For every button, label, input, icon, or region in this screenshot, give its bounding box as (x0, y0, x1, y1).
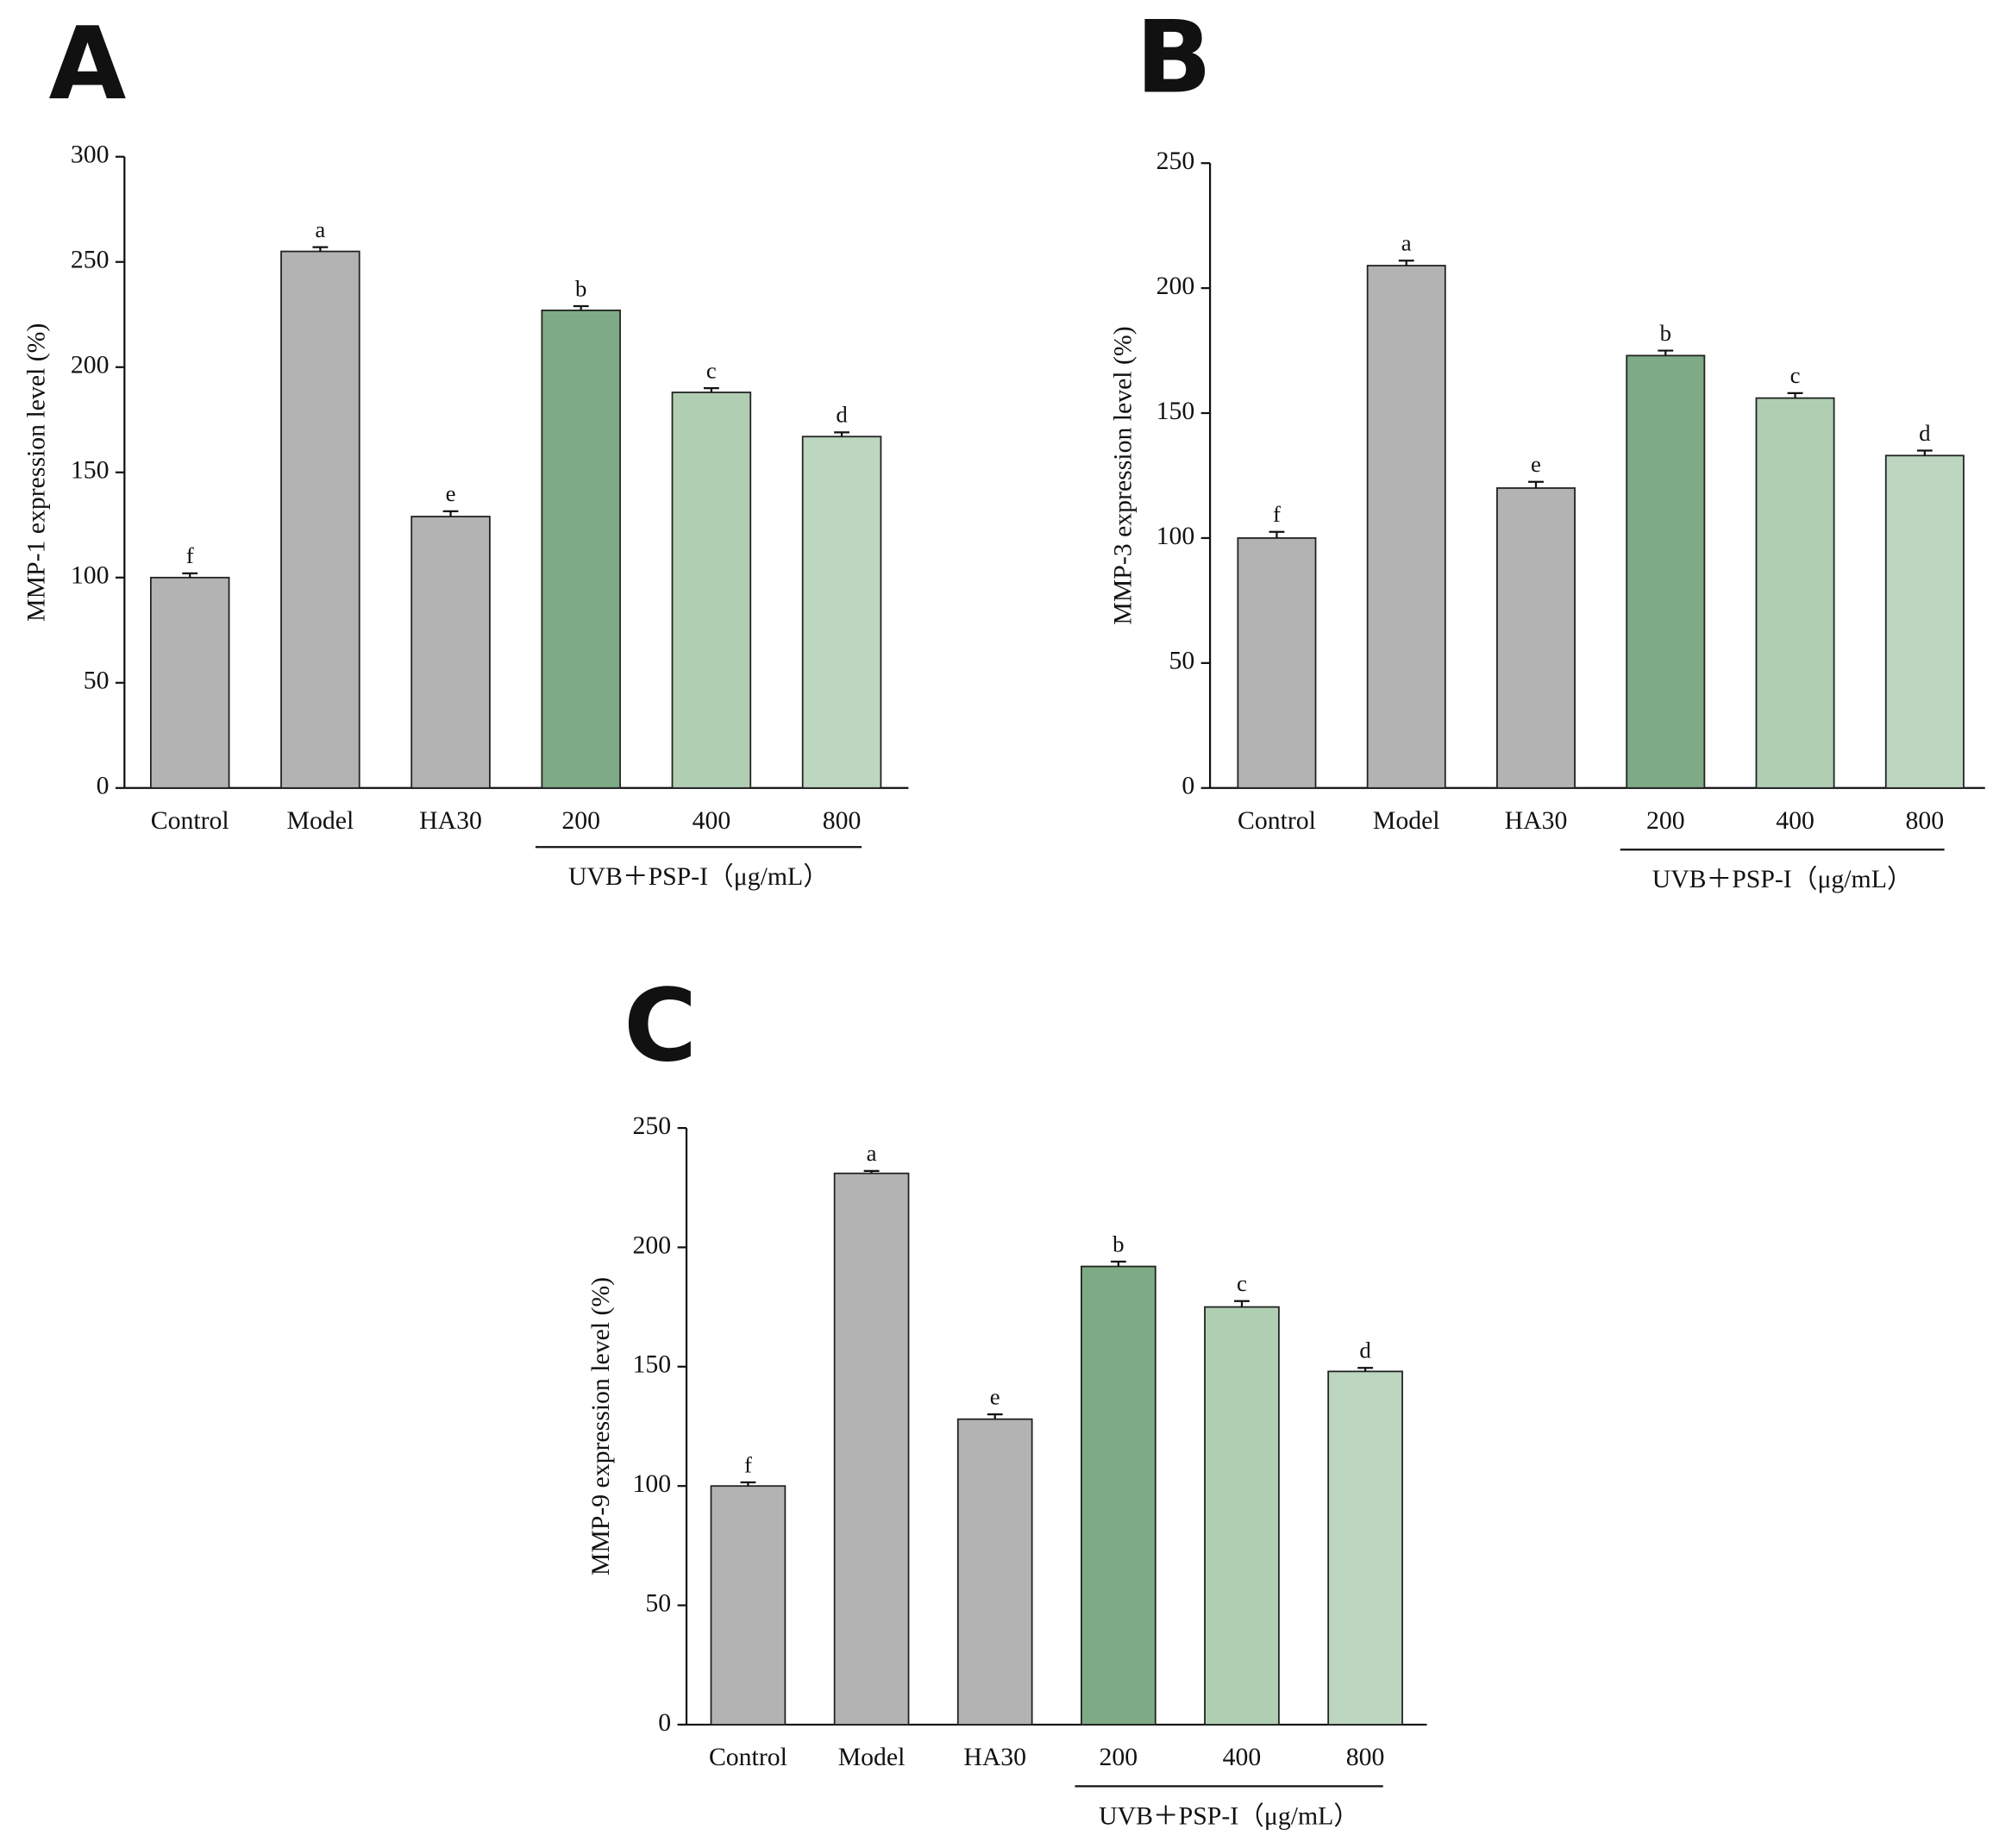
significance-letter: c (1237, 1270, 1247, 1296)
bar (1626, 354, 1706, 789)
y-tick-label: 100 (1156, 522, 1195, 550)
y-axis-label: MMP-3 expression level (%) (1109, 326, 1138, 624)
x-tick-label: 400 (1223, 1743, 1262, 1771)
y-tick-label: 100 (633, 1469, 672, 1498)
bar (1755, 397, 1835, 789)
x-tick-label: Control (1238, 806, 1316, 835)
bar (1496, 487, 1576, 789)
x-tick-label: 400 (693, 806, 731, 835)
significance-letter: f (744, 1451, 752, 1477)
panel-label: A (49, 6, 127, 122)
significance-letter: d (1359, 1337, 1371, 1363)
y-tick-label: 50 (1169, 647, 1194, 675)
panel-label: B (1136, 0, 1212, 116)
y-tick-label: 50 (84, 667, 110, 695)
significance-letter: c (1790, 362, 1801, 388)
bar (1884, 454, 1965, 789)
y-tick-label: 50 (645, 1588, 671, 1617)
x-tick-label: 400 (1776, 806, 1815, 835)
y-tick-label: 0 (97, 772, 110, 800)
bar (956, 1418, 1033, 1726)
significance-letter: a (867, 1140, 877, 1166)
x-tick-label: 800 (823, 806, 862, 835)
y-tick-label: 100 (71, 561, 110, 590)
y-tick-label: 250 (633, 1112, 672, 1140)
significance-letter: d (1919, 420, 1931, 446)
y-tick-label: 150 (1156, 397, 1195, 425)
x-tick-label: 800 (1906, 806, 1945, 835)
significance-letter: c (706, 357, 717, 383)
x-tick-label: Control (709, 1743, 787, 1771)
x-tick-label: Model (287, 806, 354, 835)
panel-label: C (624, 968, 697, 1085)
significance-letter: e (446, 480, 456, 506)
y-tick-label: 300 (71, 141, 110, 169)
bar (801, 435, 882, 789)
significance-letter: f (1273, 501, 1281, 527)
x-tick-label: 800 (1346, 1743, 1385, 1771)
y-axis-label: MMP-9 expression level (%) (586, 1277, 615, 1575)
significance-letter: b (1660, 320, 1671, 346)
significance-letter: b (575, 275, 586, 301)
significance-letter: d (836, 402, 848, 428)
y-tick-label: 0 (658, 1708, 671, 1737)
bar (280, 250, 360, 789)
bar (411, 516, 491, 789)
bar (833, 1172, 910, 1726)
significance-letter: b (1113, 1231, 1124, 1256)
significance-letter: e (990, 1383, 1000, 1409)
y-tick-label: 150 (633, 1350, 672, 1379)
bar (1366, 265, 1446, 789)
significance-letter: a (1401, 230, 1412, 256)
significance-letter: e (1531, 451, 1541, 477)
x-tick-label: Model (1373, 806, 1440, 835)
y-tick-label: 200 (633, 1231, 672, 1259)
significance-letter: a (315, 216, 325, 242)
y-axis-label: MMP-1 expression level (%) (22, 323, 50, 622)
bar (541, 309, 621, 789)
bar (149, 576, 230, 789)
y-tick-label: 250 (71, 246, 110, 274)
y-tick-label: 150 (71, 456, 110, 485)
x-tick-label: HA30 (963, 1743, 1026, 1771)
y-tick-label: 250 (1156, 147, 1195, 175)
x-tick-label: 200 (1646, 806, 1685, 835)
significance-letter: f (186, 542, 194, 568)
bar (1204, 1306, 1280, 1726)
x-tick-label: HA30 (1505, 806, 1568, 835)
x-tick-label: Control (151, 806, 229, 835)
bar (1237, 537, 1317, 789)
x-tick-label: HA30 (419, 806, 482, 835)
x-tick-label: 200 (561, 806, 600, 835)
y-tick-label: 200 (71, 351, 110, 379)
x-tick-label: Model (838, 1743, 906, 1771)
bar (1081, 1265, 1156, 1726)
bar (1327, 1370, 1403, 1726)
group-label: UVB＋PSP-I（μg/mL） (568, 862, 829, 891)
x-tick-label: 200 (1100, 1743, 1138, 1771)
group-label: UVB＋PSP-I（μg/mL） (1652, 865, 1913, 893)
group-label: UVB＋PSP-I（μg/mL） (1099, 1801, 1359, 1830)
bar (671, 392, 752, 789)
y-tick-label: 0 (1182, 772, 1194, 800)
bar (710, 1485, 787, 1726)
y-tick-label: 200 (1156, 272, 1195, 300)
